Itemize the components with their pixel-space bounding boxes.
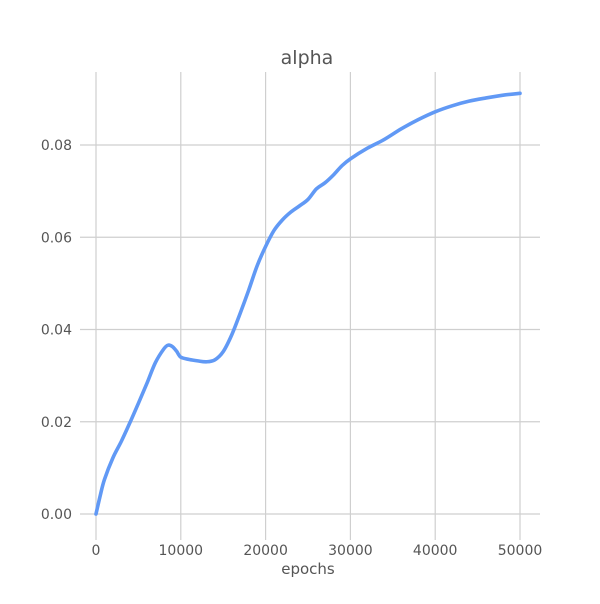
- x-tick-label: 20000: [243, 543, 288, 559]
- series-line: [94, 91, 522, 516]
- y-tick-label: 0.08: [41, 138, 72, 154]
- chart-title: alpha: [281, 47, 334, 69]
- x-tick-label: 0: [92, 543, 101, 559]
- y-tick-label: 0.00: [41, 507, 72, 523]
- y-tick-label: 0.06: [41, 230, 72, 246]
- series-lines: [94, 91, 522, 516]
- x-tick-label: 30000: [328, 543, 373, 559]
- y-tick-label: 0.02: [41, 415, 72, 431]
- x-axis-label: epochs: [281, 560, 335, 578]
- y-axis-ticks: 0.00 0.02 0.04 0.06 0.08: [41, 138, 72, 523]
- grid: [80, 72, 540, 540]
- x-axis-ticks: 0 10000 20000 30000 40000 50000: [92, 543, 543, 559]
- x-tick-label: 40000: [413, 543, 458, 559]
- x-tick-label: 10000: [159, 543, 204, 559]
- y-tick-label: 0.04: [41, 323, 72, 339]
- x-tick-label: 50000: [498, 543, 543, 559]
